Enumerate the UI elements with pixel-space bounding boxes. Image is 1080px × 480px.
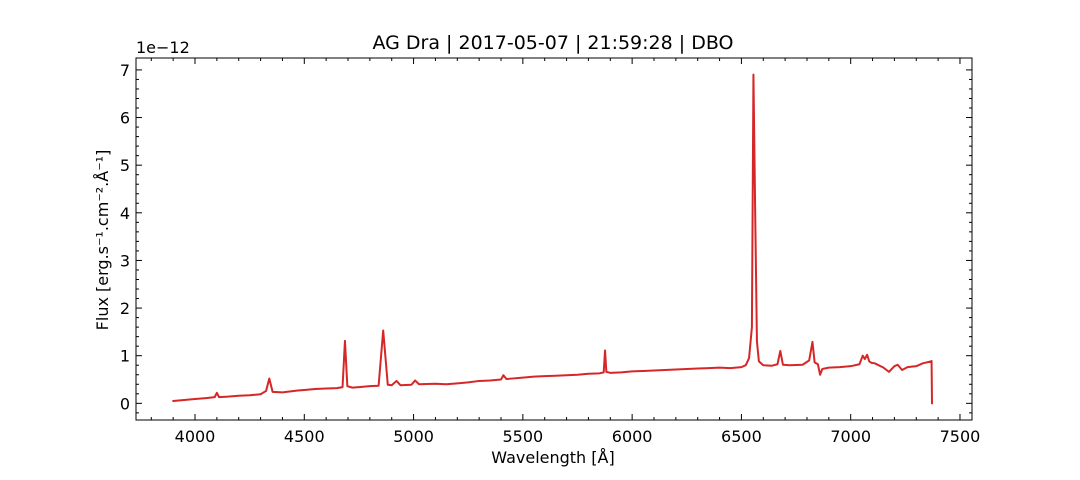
x-tick-label: 4000 (175, 427, 216, 446)
x-axis-label: Wavelength [Å] (491, 448, 614, 467)
y-tick-label: 5 (120, 156, 130, 175)
y-scale-factor-label: 1e−12 (136, 38, 190, 57)
x-tick-label: 6500 (721, 427, 762, 446)
y-tick-label: 2 (120, 299, 130, 318)
x-tick-label: 5000 (393, 427, 434, 446)
x-tick-label: 7000 (830, 427, 871, 446)
series-line-0 (172, 73, 933, 405)
x-tick-label: 6000 (612, 427, 653, 446)
y-tick-label: 3 (120, 251, 130, 270)
y-tick-label: 4 (120, 204, 130, 223)
y-tick-label: 1 (120, 347, 130, 366)
x-tick-label: 7500 (940, 427, 981, 446)
y-tick-label: 0 (120, 394, 130, 413)
y-axis-label: Flux [erg.s⁻¹.cm⁻².Å⁻¹] (93, 150, 112, 331)
x-tick-label: 4500 (284, 427, 325, 446)
chart-title: AG Dra | 2017-05-07 | 21:59:28 | DBO (373, 32, 734, 54)
y-tick-label: 7 (120, 61, 130, 80)
x-tick-label: 5500 (502, 427, 543, 446)
plot-area: 4000 4500 5000 5500 6000 6500 7000 7500 0 1 2 3 4 5 6 7 (120, 57, 981, 446)
y-tick-label: 6 (120, 109, 130, 128)
plot-frame (135, 57, 973, 421)
